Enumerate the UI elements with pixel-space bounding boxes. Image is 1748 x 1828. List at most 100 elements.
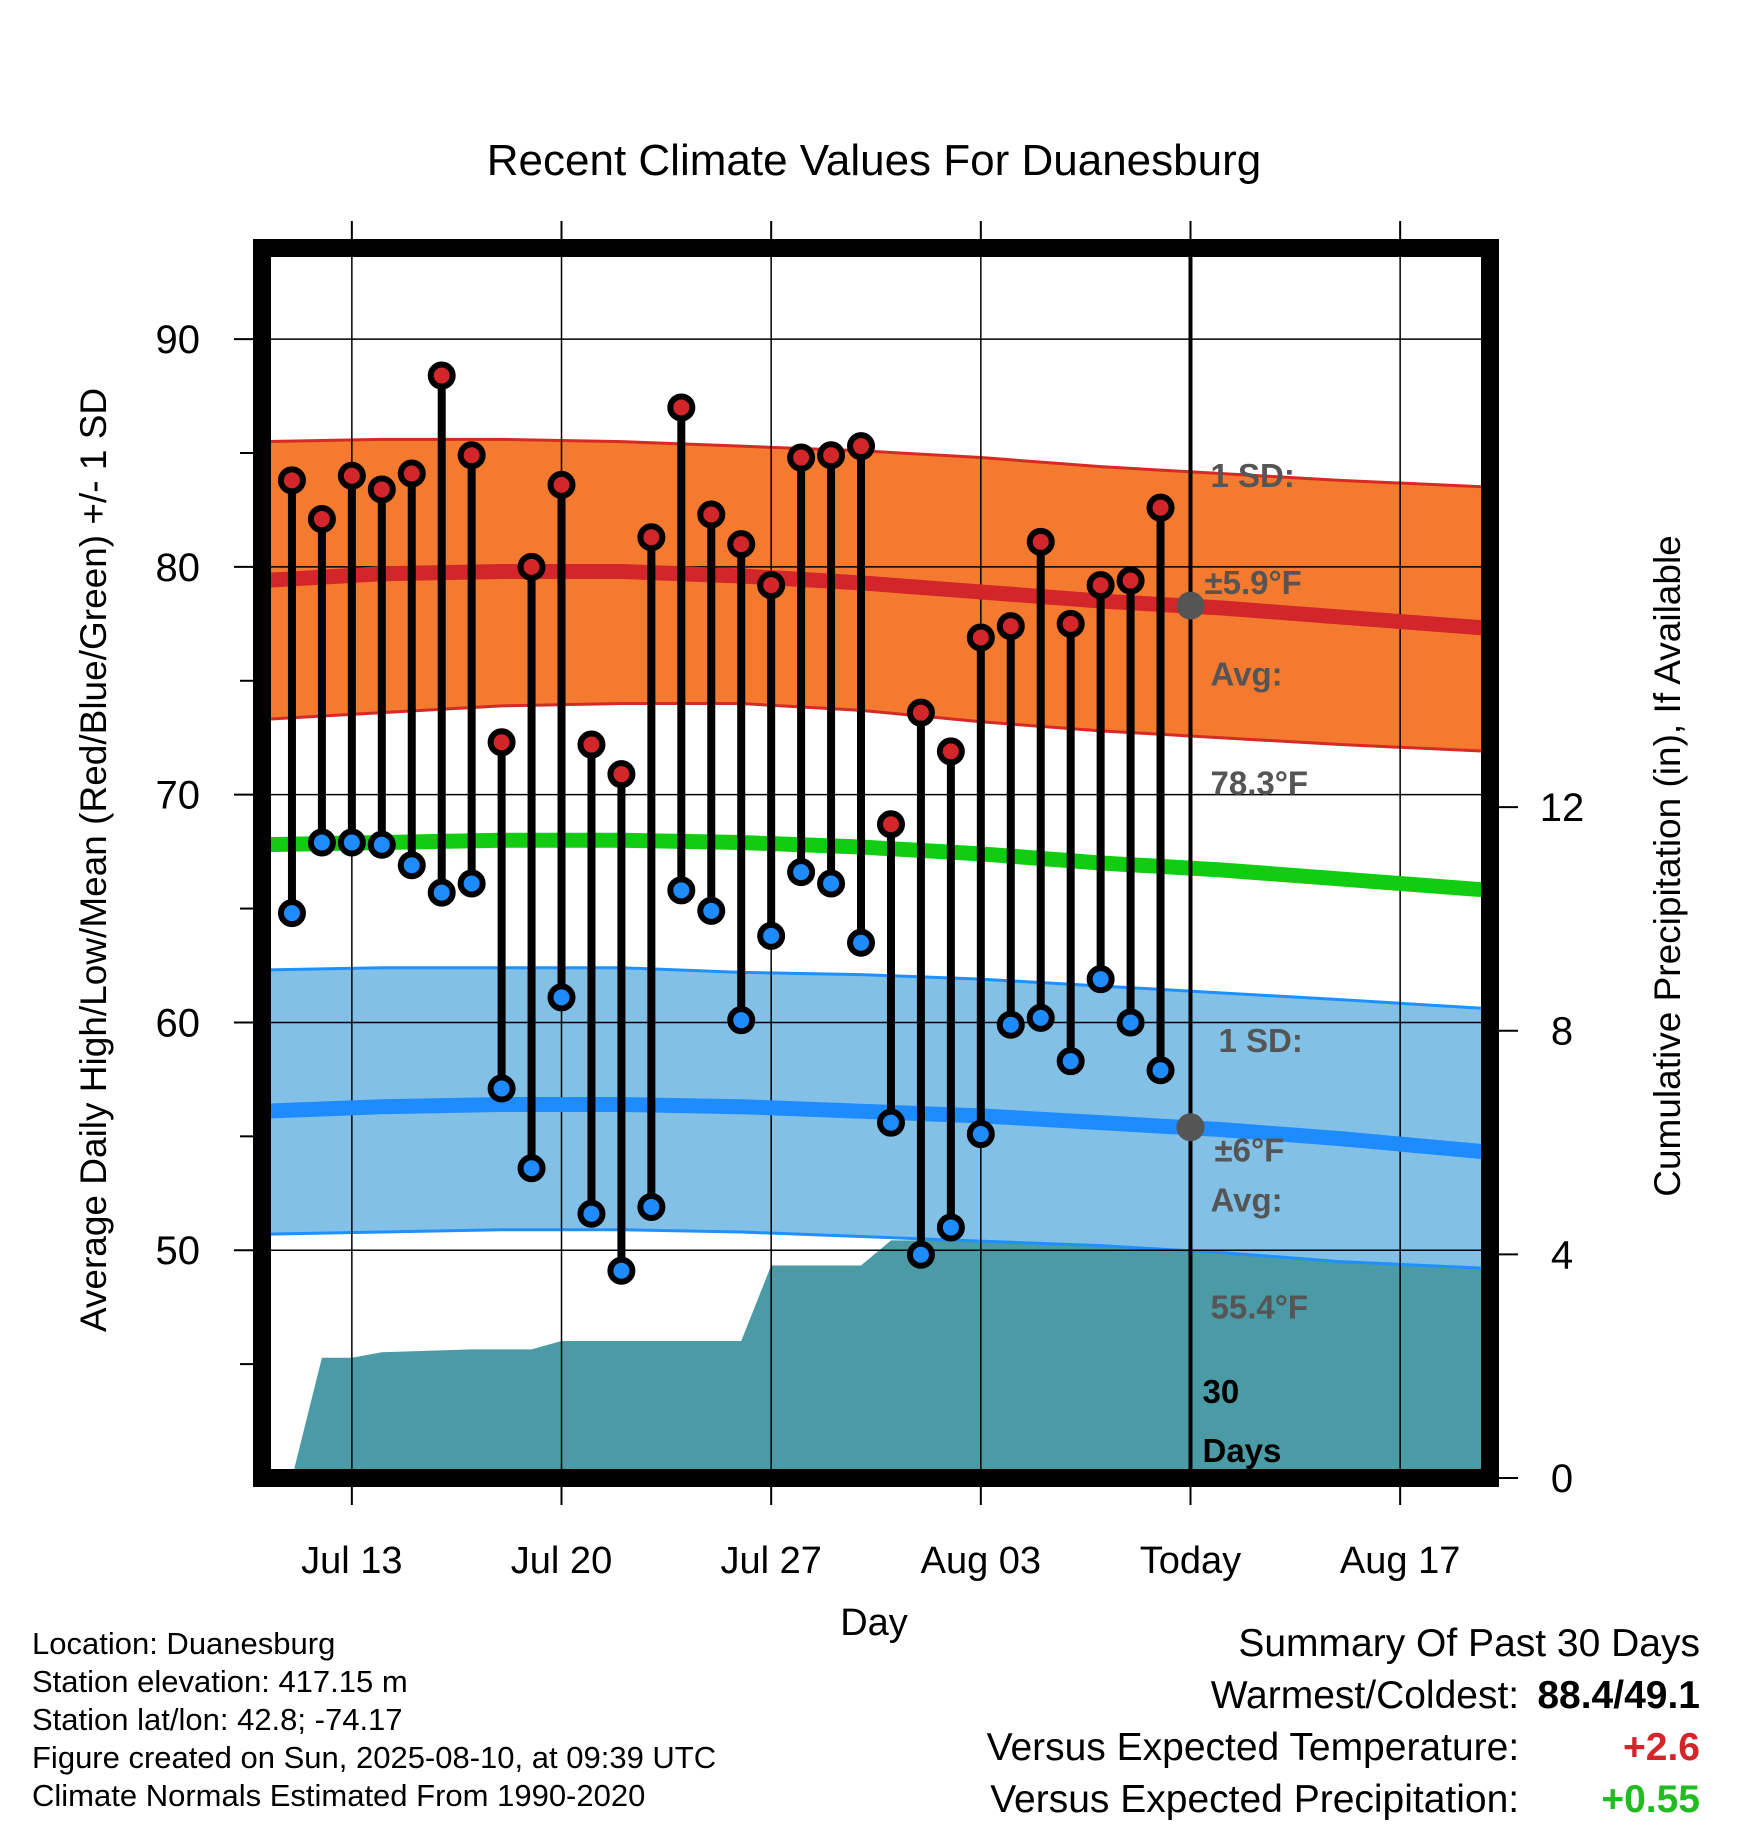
daily-high-point: [966, 623, 995, 652]
info-location: Location: Duanesburg: [32, 1626, 336, 1661]
x-tick-label: Today: [1140, 1540, 1241, 1582]
daily-low-point: [697, 896, 726, 925]
daily-low-point: [607, 1256, 636, 1285]
low-sd-upper-edge: [261, 966, 1491, 1011]
daily-low-point: [637, 1192, 666, 1221]
y-axis-label: Average Daily High/Low/Mean (Red/Blue/Gr…: [73, 388, 114, 1332]
summary-precip-label: Versus Expected Precipitation:: [990, 1778, 1520, 1821]
y-tick-label: 80: [156, 546, 201, 590]
daily-high-point: [787, 443, 816, 472]
daily-high-point: [277, 466, 306, 495]
days-label-number: 30: [1202, 1373, 1239, 1410]
daily-low-point: [996, 1010, 1025, 1039]
daily-high-point: [1026, 527, 1055, 556]
days-label-text: Days: [1202, 1432, 1281, 1469]
summary-precip-value: +0.55: [1601, 1778, 1700, 1821]
low-sd-value: ±6°F: [1214, 1131, 1284, 1168]
daily-high-point: [1146, 493, 1175, 522]
daily-high-point: [876, 810, 905, 839]
high-avg-label: Avg:: [1210, 655, 1282, 692]
x-tick-label: Jul 20: [511, 1540, 612, 1582]
info-normals: Climate Normals Estimated From 1990-2020: [32, 1778, 646, 1813]
daily-high-point: [906, 698, 935, 727]
plot-frame: [253, 239, 1499, 1487]
y2-tick-label: 0: [1551, 1457, 1573, 1501]
daily-high-point: [637, 523, 666, 552]
daily-low-point: [936, 1213, 965, 1242]
daily-high-point: [757, 571, 786, 600]
y-tick-label: 60: [156, 1001, 201, 1045]
y2-tick-label: 8: [1551, 1010, 1573, 1054]
high-sd-label: 1 SD:: [1210, 457, 1294, 494]
summary-warmest-row: Warmest/Coldest: 88.4/49.1: [1211, 1674, 1700, 1718]
daily-low-point: [337, 828, 366, 857]
daily-high-point: [1116, 566, 1145, 595]
y2-tick-label: 4: [1551, 1233, 1573, 1277]
summary-warmest-label: Warmest/Coldest:: [1210, 1674, 1520, 1717]
summary-heading: Summary Of Past 30 Days: [1238, 1622, 1700, 1665]
daily-low-point: [307, 828, 336, 857]
daily-low-point: [1026, 1003, 1055, 1032]
chart-title: Recent Climate Values For Duanesburg: [487, 136, 1261, 185]
daily-high-point: [487, 728, 516, 757]
daily-high-point: [577, 730, 606, 759]
daily-high-point: [337, 461, 366, 490]
daily-low-point: [667, 876, 696, 905]
daily-high-point: [1086, 571, 1115, 600]
daily-low-point: [487, 1074, 516, 1103]
daily-low-point: [277, 899, 306, 928]
today-high-avg-marker: [1176, 591, 1205, 620]
high-sd-value: ±5.9°F: [1204, 564, 1301, 601]
low-avg-value: 55.4°F: [1210, 1289, 1308, 1326]
daily-low-point: [906, 1240, 935, 1269]
x-tick-label: Aug 17: [1340, 1540, 1460, 1582]
x-tick-label: Jul 27: [720, 1540, 821, 1582]
summary-warmest-value: 88.4/49.1: [1537, 1674, 1700, 1717]
info-elevation: Station elevation: 417.15 m: [32, 1664, 408, 1699]
daily-high-point: [607, 760, 636, 789]
x-axis-label: Day: [840, 1602, 908, 1644]
daily-high-point: [307, 505, 336, 534]
today-low-avg-marker: [1176, 1113, 1205, 1142]
daily-low-point: [1146, 1056, 1175, 1085]
daily-low-point: [876, 1108, 905, 1137]
info-latlon: Station lat/lon: 42.8; -74.17: [32, 1702, 403, 1737]
daily-low-point: [367, 830, 396, 859]
daily-low-point: [547, 983, 576, 1012]
daily-high-point: [996, 612, 1025, 641]
daily-low-point: [517, 1154, 546, 1183]
summary-temp-value: +2.6: [1623, 1726, 1700, 1769]
low-avg-line: [261, 1096, 1491, 1160]
daily-low-point: [457, 869, 486, 898]
low-sd-lower-edge: [261, 1228, 1491, 1270]
daily-low-point: [787, 858, 816, 887]
low-avg-label: Avg:: [1210, 1182, 1282, 1219]
plot-area: 1 SD: ±5.9°F Avg: 78.3°F 1 SD: ±6°F Avg: 55.4°F…: [156, 221, 1584, 1582]
daily-low-point: [427, 878, 456, 907]
daily-high-point: [697, 500, 726, 529]
daily-high-point: [517, 552, 546, 581]
daily-high-point: [397, 459, 426, 488]
high-avg-value: 78.3°F: [1210, 765, 1308, 802]
daily-high-point: [847, 432, 876, 461]
daily-low-point: [1116, 1008, 1145, 1037]
daily-high-point: [457, 441, 486, 470]
daily-high-point: [1056, 609, 1085, 638]
daily-high-point: [936, 737, 965, 766]
daily-high-point: [427, 361, 456, 390]
daily-low-point: [847, 928, 876, 957]
daily-high-point: [817, 441, 846, 470]
x-tick-label: Aug 03: [921, 1540, 1041, 1582]
daily-low-point: [757, 921, 786, 950]
daily-low-point: [397, 851, 426, 880]
daily-high-point: [367, 475, 396, 504]
low-sd-label: 1 SD:: [1218, 1022, 1302, 1059]
y-tick-label: 50: [156, 1229, 201, 1273]
info-created: Figure created on Sun, 2025-08-10, at 09…: [32, 1740, 717, 1775]
daily-high-point: [547, 470, 576, 499]
daily-high-point: [667, 393, 696, 422]
summary-temp-label: Versus Expected Temperature:: [986, 1726, 1520, 1769]
y-tick-label: 90: [156, 318, 201, 362]
daily-low-point: [1086, 965, 1115, 994]
